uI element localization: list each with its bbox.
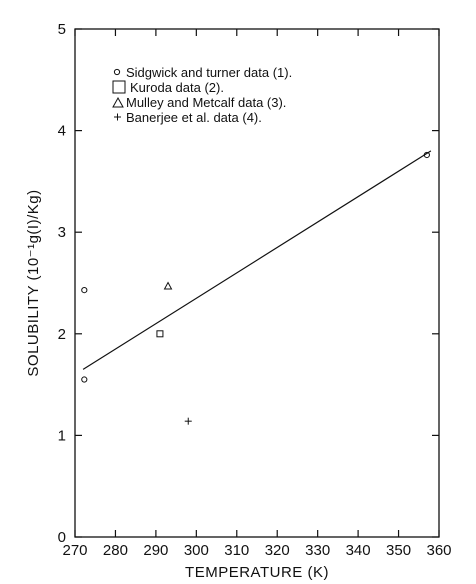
data-point-circle: [81, 376, 88, 383]
data-point-triangle: [163, 281, 173, 290]
legend-label: Mulley and Metcalf data (3).: [126, 95, 286, 110]
x-tick-label: 290: [143, 542, 168, 559]
data-point-circle: [81, 287, 88, 294]
legend-label: Kuroda data (2).: [130, 80, 224, 95]
x-axis-label: TEMPERATURE (K): [185, 564, 329, 581]
y-tick-label: 2: [58, 326, 66, 343]
legend-label: Banerjee et al. data (4).: [126, 110, 262, 125]
legend-marker-plus: [114, 113, 121, 121]
x-tick-label: 300: [184, 542, 209, 559]
fit-line: [82, 150, 432, 370]
plot-frame: [74, 28, 440, 538]
y-axis-label: SOLUBILITY (10⁻¹g(I)/Kg): [25, 189, 42, 376]
y-tick-label: 4: [58, 123, 66, 140]
x-tick-label: 310: [224, 542, 249, 559]
y-tick-label: 3: [58, 224, 66, 241]
x-tick-label: 270: [62, 542, 87, 559]
legend-marker-circle: [113, 68, 121, 76]
legend-marker-square: [112, 80, 126, 94]
x-tick-label: 320: [265, 542, 290, 559]
data-point-circle: [423, 151, 430, 159]
fit-line-group: [82, 150, 432, 370]
legend-marker-triangle: [112, 96, 124, 108]
legend: Sidgwick and turner data (1).Kuroda data…: [112, 65, 292, 125]
legend-label: Sidgwick and turner data (1).: [126, 65, 292, 80]
data-point-plus: [184, 417, 192, 425]
data-point-square: [156, 330, 164, 338]
axes: [74, 28, 440, 538]
data-points: [81, 151, 430, 425]
x-tick-label: 330: [305, 542, 330, 559]
x-tick-label: 340: [346, 542, 371, 559]
x-tick-label: 280: [103, 542, 128, 559]
x-tick-label: 350: [386, 542, 411, 559]
y-tick-label: 1: [58, 427, 66, 444]
y-tick-label: 5: [58, 21, 66, 38]
y-tick-label: 0: [58, 529, 66, 546]
x-tick-label: 360: [426, 542, 451, 559]
ticks: 270 280 290 300 310 320 330 340 350 360 0 1 2 3 4 5: [58, 21, 452, 559]
